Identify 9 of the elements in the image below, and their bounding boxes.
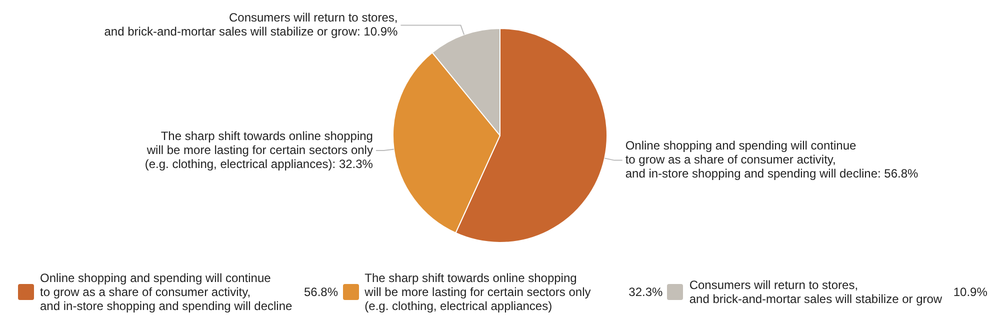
data-label: 56.8% <box>304 285 338 299</box>
data-label: 10.9% <box>953 285 988 299</box>
data-label: 32.3% <box>628 285 663 299</box>
legend-label: Online shopping and spending will continue to grow as a share of consumer activity, and in-store shopping and spending will decline <box>40 271 294 313</box>
text: The sharp shift towards online shopping will be more lasting for certain sectors only (e.g. clothing, electrical appliances): 32.3% <box>144 128 374 171</box>
legend-label: Consumers will return to stores, and brick-and-mortar sales will stabilize or grow <box>689 278 944 306</box>
text: Online shopping and spending will continue to grow as a share of consumer activity, and in-store shopping and spending will decline: 56.8% <box>625 138 919 181</box>
legend-label: The sharp shift towards online shopping will be more lasting for certain sectors only (e.g. clothing, electrical appliances) <box>364 271 592 313</box>
text: Consumers will return to stores, and brick-and-mortar sales will stabilize or grow: 10.9% <box>104 10 398 39</box>
